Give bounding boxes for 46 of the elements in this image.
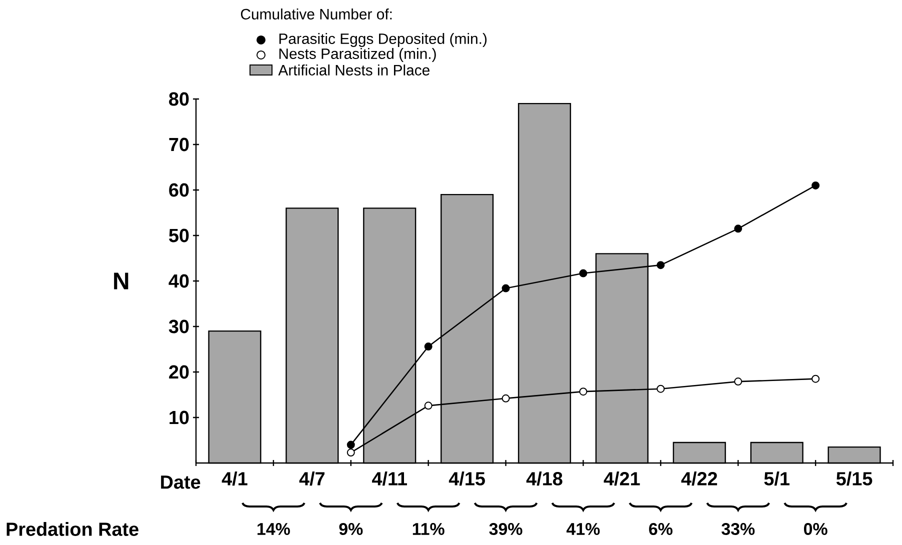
y-tick-label: 60 <box>169 183 189 197</box>
point <box>812 181 820 190</box>
x-tick-label: 4/21 <box>604 472 640 486</box>
y-tick-label: 70 <box>169 138 189 152</box>
point <box>502 284 510 292</box>
point <box>579 388 588 396</box>
legend-label: Parasitic Eggs Deposited (min.) <box>279 33 487 47</box>
y-tick-label: 50 <box>169 228 189 242</box>
point <box>812 374 820 383</box>
point <box>579 269 588 278</box>
text: 0% <box>804 523 828 535</box>
x-tick-label: 4/18 <box>526 472 562 486</box>
y-tick-label: 80 <box>169 92 189 106</box>
text: 39% <box>489 522 522 536</box>
y-axis-title: N <box>114 272 128 290</box>
point <box>424 402 432 410</box>
x-tick-label: 4/1 <box>222 472 248 486</box>
text: 41% <box>566 523 600 535</box>
legend-label: Nests Parasitized (min.) <box>279 48 436 62</box>
y-tick-label: 40 <box>168 274 189 288</box>
x-tick-label: 4/22 <box>681 472 718 486</box>
text: Predation Rate <box>6 522 138 536</box>
text: 6% <box>649 523 672 535</box>
point <box>346 448 355 457</box>
legend-label: Artificial Nests in Place <box>278 64 430 76</box>
x-tick-label: 4/11 <box>372 472 407 486</box>
y-tick-label: 10 <box>170 410 189 424</box>
point <box>424 342 432 351</box>
point <box>502 394 510 402</box>
x-tick-label: 5/15 <box>836 472 872 486</box>
text: 14% <box>258 523 290 535</box>
x-tick-label: 5/1 <box>764 472 790 486</box>
point <box>656 261 665 270</box>
point <box>346 440 355 449</box>
text: 33% <box>722 522 755 536</box>
x-tick-label: 4/7 <box>299 472 324 486</box>
legend-title: Cumulative Number of: <box>240 8 392 20</box>
y-tick-label: 20 <box>169 365 189 379</box>
text: 9% <box>339 523 363 535</box>
y-tick-label: 30 <box>168 320 189 334</box>
x-tick-label: 4/15 <box>448 472 485 486</box>
point <box>734 224 742 233</box>
point <box>734 378 742 386</box>
x-axis-title: Date <box>161 476 200 489</box>
text: 11% <box>412 523 444 535</box>
point <box>656 384 665 393</box>
